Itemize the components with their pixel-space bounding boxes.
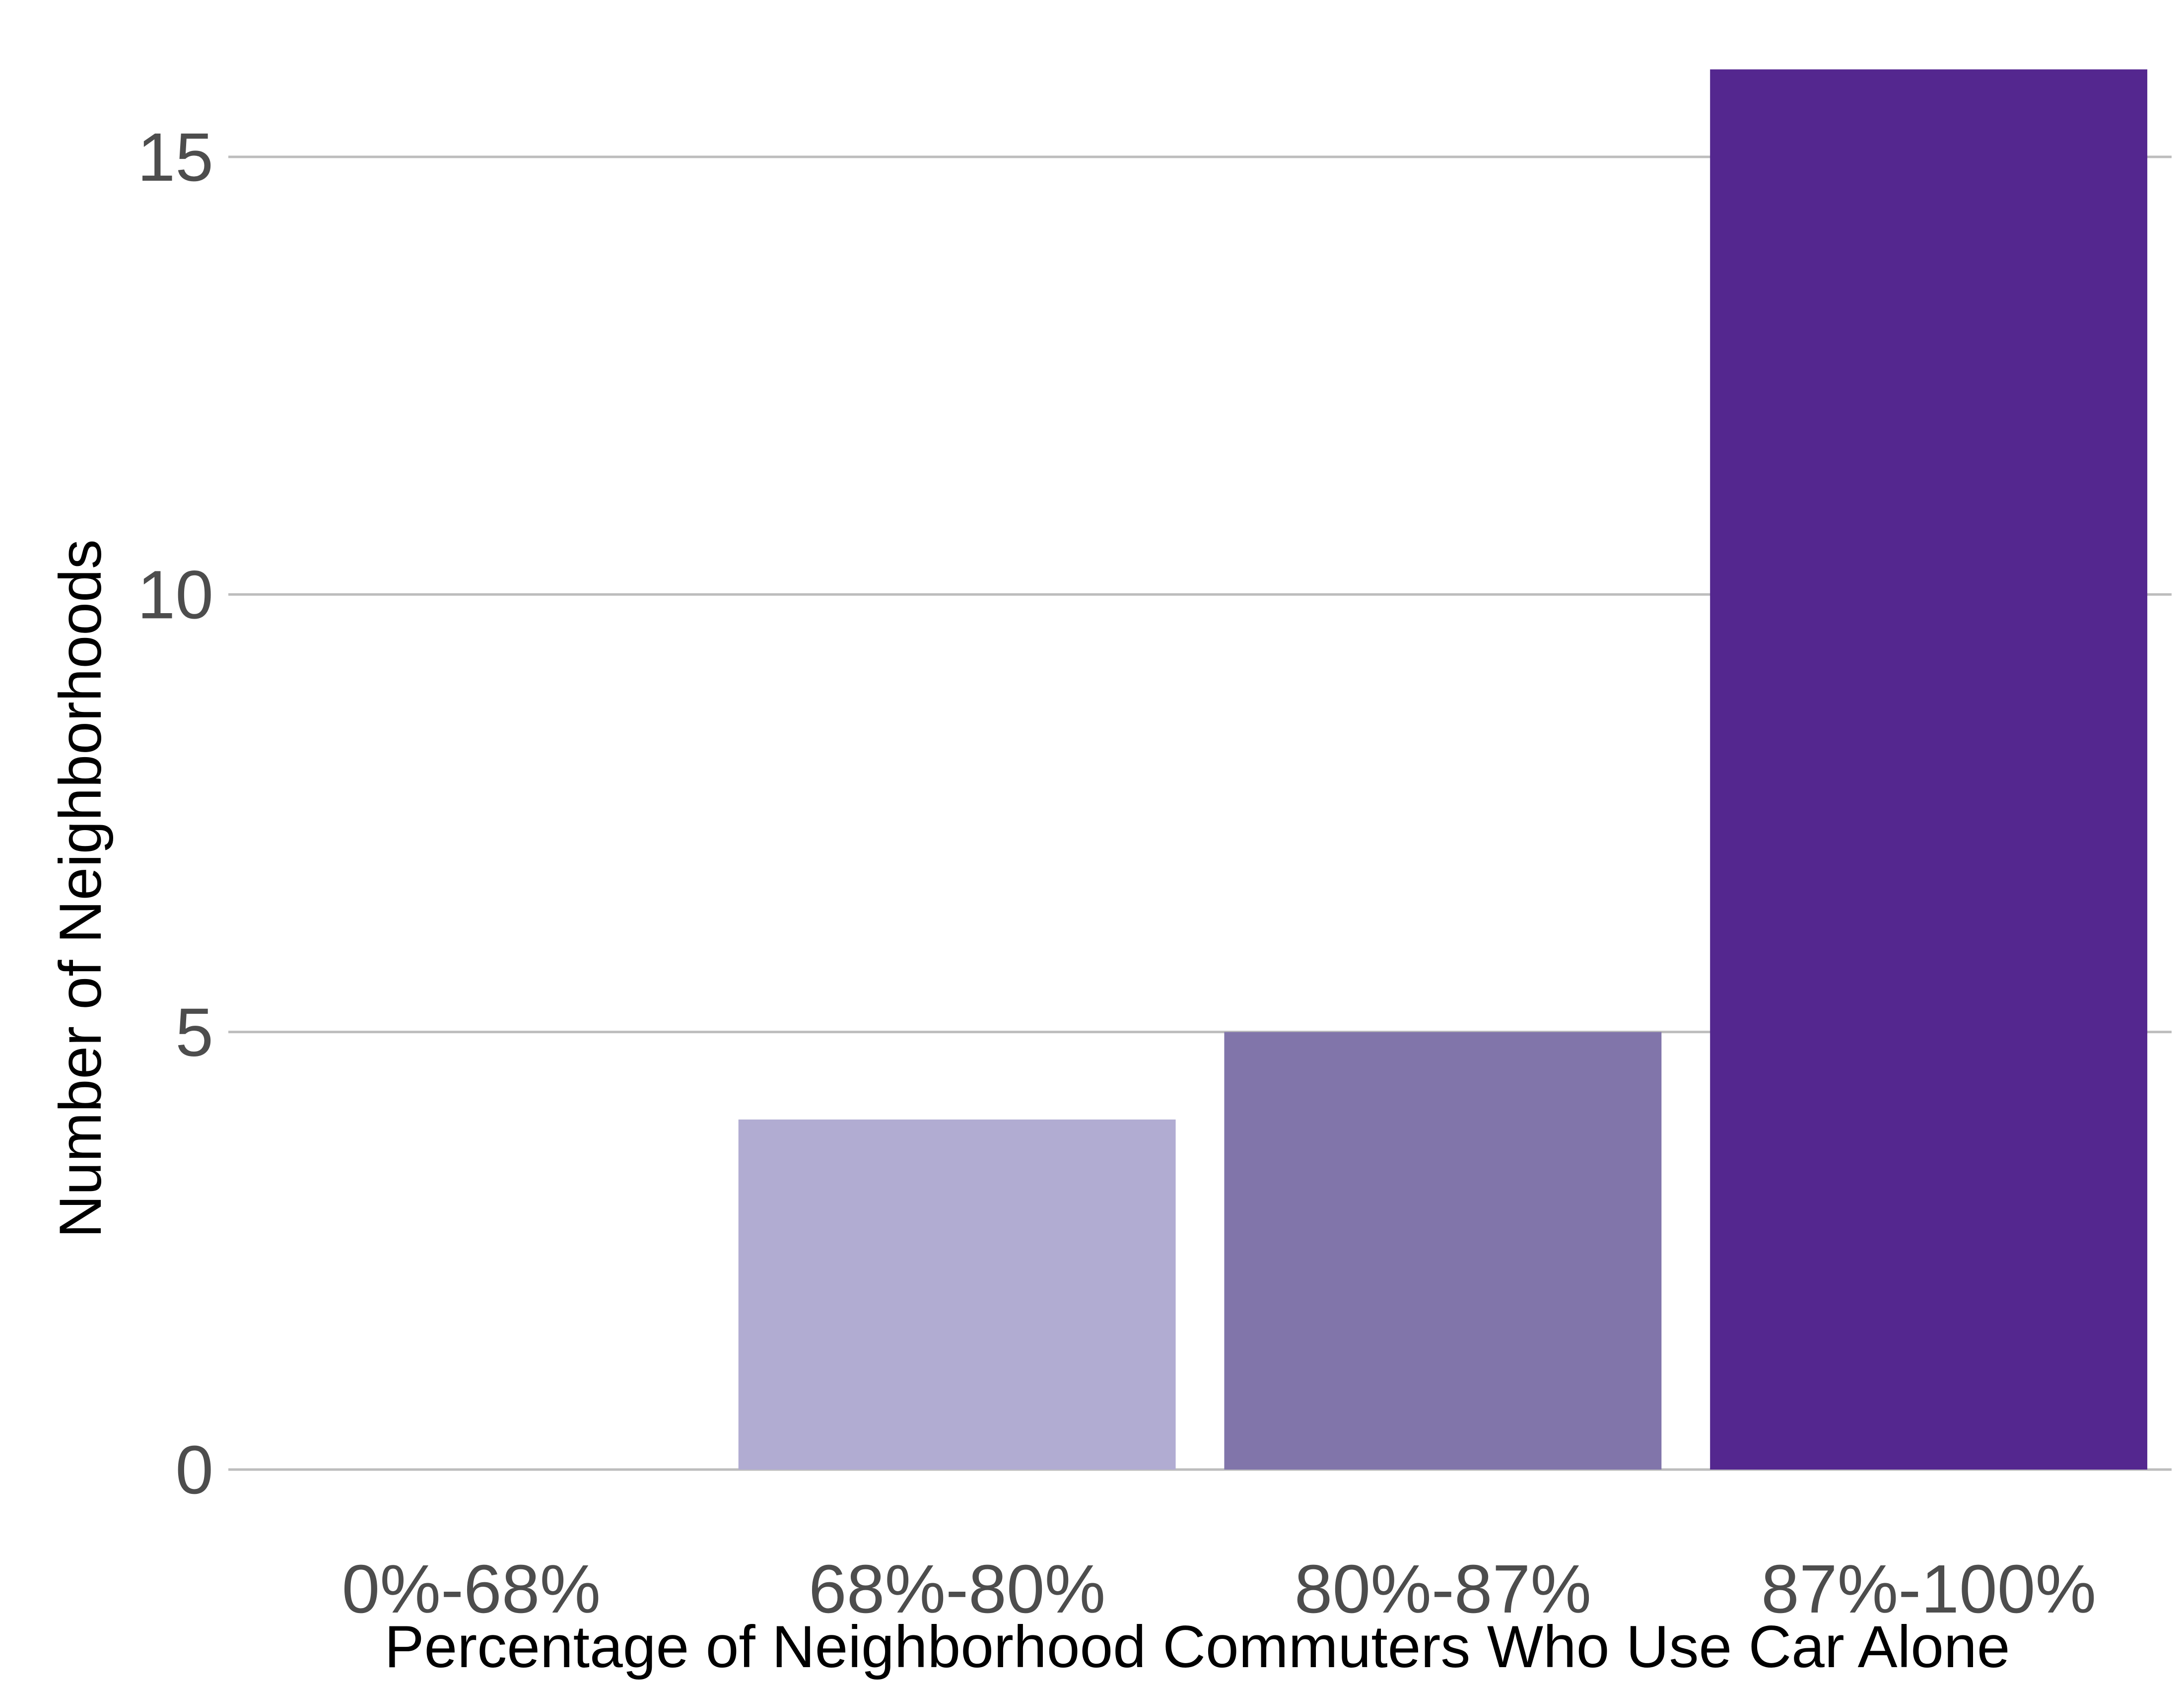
x-tick-label-0-68: 0%-68% xyxy=(342,1551,601,1627)
y-tick-label-15: 15 xyxy=(137,119,214,196)
bars xyxy=(738,69,2148,1470)
y-tick-label-0: 0 xyxy=(175,1432,213,1508)
x-tick-label-87-100: 87%-100% xyxy=(1761,1551,2096,1627)
y-axis-title: Number of Neighborhoods xyxy=(47,539,114,1238)
x-axis-ticks: 0%-68% 68%-80% 80%-87% 87%-100% xyxy=(342,1551,2097,1627)
bar-87-100 xyxy=(1710,69,2148,1470)
y-tick-label-5: 5 xyxy=(175,994,213,1071)
y-axis-ticks: 0 5 10 15 xyxy=(137,119,214,1508)
x-tick-label-68-80: 68%-80% xyxy=(809,1551,1105,1627)
y-tick-label-10: 10 xyxy=(137,557,214,633)
x-tick-label-80-87: 80%-87% xyxy=(1295,1551,1591,1627)
x-axis-title: Percentage of Neighborhood Commuters Who… xyxy=(384,1614,2010,1680)
bar-80-87 xyxy=(1224,1032,1662,1470)
bar-68-80 xyxy=(738,1119,1176,1470)
